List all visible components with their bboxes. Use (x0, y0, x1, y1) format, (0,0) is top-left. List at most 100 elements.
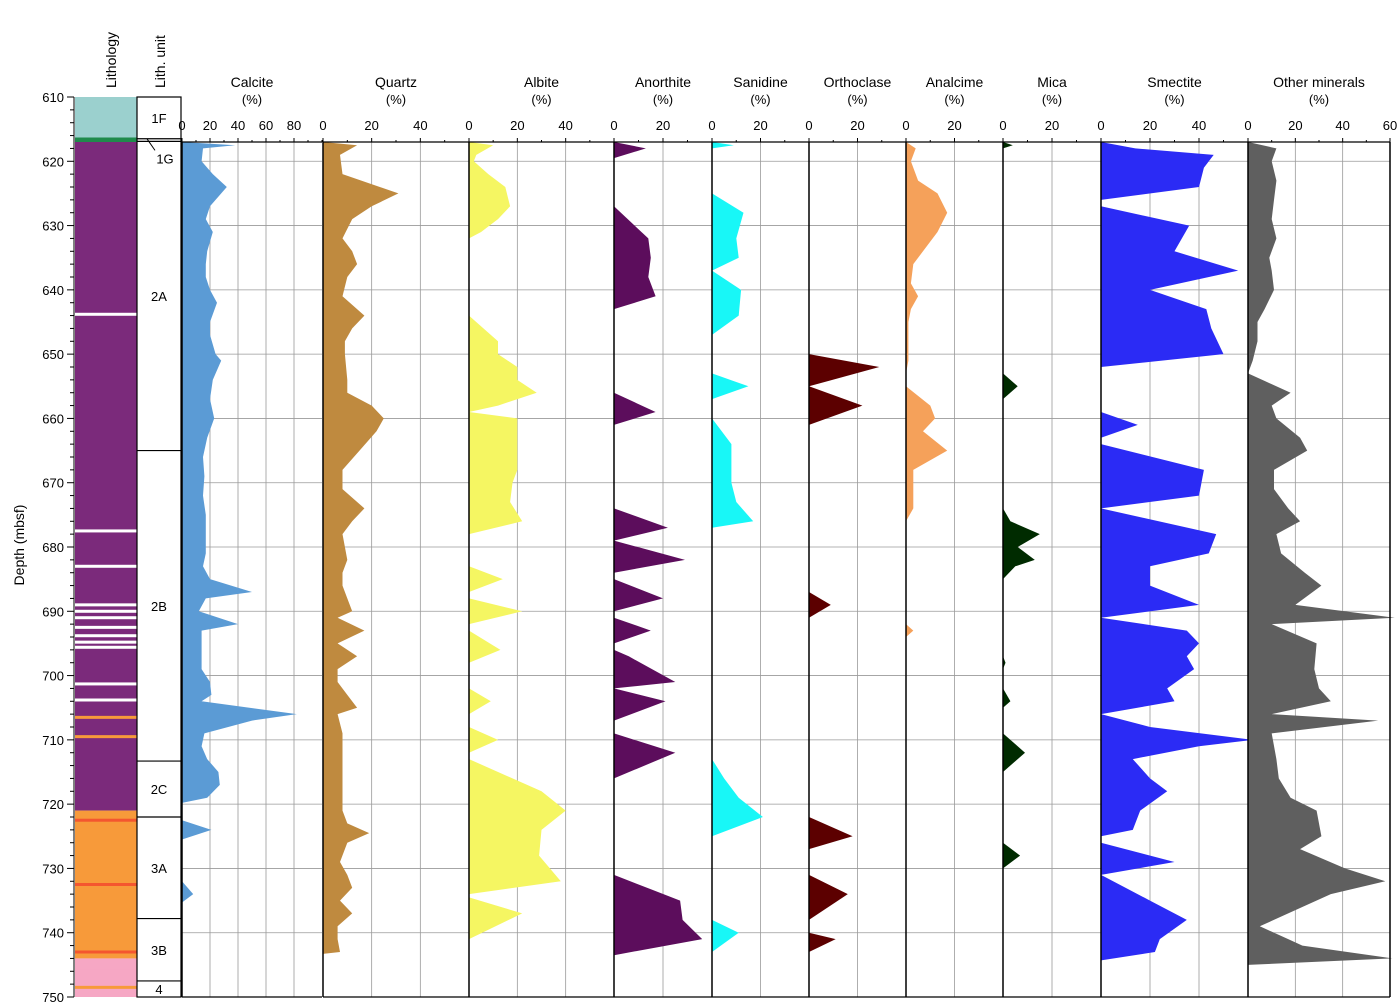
mineral-area-other-minerals (1248, 142, 1395, 965)
x-tick-label: 20 (947, 118, 961, 133)
series-title: Smectite (1147, 74, 1202, 90)
mineral-area-anorthite (614, 617, 651, 644)
series-title: Analcime (926, 74, 984, 90)
mineral-area-mica (1003, 508, 1040, 580)
lith-unit-label: 1F (151, 111, 166, 126)
series-unit: (%) (1042, 92, 1062, 107)
lith-unit-column: 1F 1G 2A 2B 2C 3A 3B 4 (136, 96, 182, 998)
lithology-line (75, 883, 137, 886)
series-title: Sanidine (733, 74, 788, 90)
lithology-column-header: Lithology (103, 32, 119, 88)
lithology-line (75, 625, 137, 629)
lithology-band (75, 97, 137, 138)
series-unit: (%) (847, 92, 867, 107)
x-tick-label: 20 (850, 118, 864, 133)
x-tick-label: 20 (510, 118, 524, 133)
series-title: Anorthite (635, 74, 691, 90)
mineral-area-anorthite (614, 392, 656, 425)
mineral-area-smectite (1101, 508, 1217, 618)
lith-unit-label: 2B (151, 599, 167, 614)
mineral-panel-anorthite: 0 20 Anorthite (%) (610, 74, 713, 998)
x-tick-label: 40 (413, 118, 427, 133)
depth-tick-label: 730 (42, 861, 64, 876)
depth-tick-label: 650 (42, 347, 64, 362)
mineral-area-orthoclase (809, 592, 831, 618)
depth-tick-label: 610 (42, 90, 64, 105)
mineral-area-smectite (1101, 714, 1253, 837)
series-unit: (%) (653, 92, 673, 107)
mineral-area-mica (1003, 733, 1025, 772)
series-title: Other minerals (1273, 74, 1365, 90)
mineral-area-sanidine (712, 919, 739, 952)
mineral-area-sanidine (712, 759, 763, 837)
mineral-area-anorthite (614, 206, 656, 310)
mineral-panel-smectite: 0 20 40 Smectite (%) (1097, 74, 1253, 998)
series-unit: (%) (944, 92, 964, 107)
mineral-area-quartz (323, 142, 399, 954)
series-unit: (%) (242, 92, 262, 107)
mineral-area-albite (469, 897, 523, 940)
x-tick-label: 0 (708, 118, 715, 133)
mineral-panel-analcime: 0 20 Analcime (%) (902, 74, 1004, 998)
mineral-area-smectite (1101, 874, 1187, 961)
lithology-line (75, 312, 137, 316)
lithology-line (75, 698, 137, 702)
lithology-line (75, 603, 137, 607)
series-title: Calcite (231, 74, 274, 90)
x-tick-label: 80 (287, 118, 301, 133)
x-tick-label: 60 (259, 118, 273, 133)
x-tick-label: 60 (1383, 118, 1397, 133)
x-tick-label: 20 (656, 118, 670, 133)
lithology-line (75, 529, 137, 533)
mineral-area-albite (469, 142, 511, 239)
depth-tick-label: 700 (42, 669, 64, 684)
lithology-band (75, 142, 137, 811)
series-title: Albite (524, 74, 559, 90)
mineral-area-smectite (1101, 617, 1199, 715)
mineral-area-analcime (906, 386, 948, 522)
series-title: Quartz (375, 74, 417, 90)
lith-unit-label: 2A (151, 289, 167, 304)
x-tick-label: 0 (1244, 118, 1251, 133)
mineral-area-anorthite (614, 874, 703, 956)
x-tick-label: 0 (178, 118, 185, 133)
lithology-line (75, 645, 137, 649)
mineral-area-anorthite (614, 649, 676, 689)
x-tick-label: 40 (1335, 118, 1349, 133)
mineral-area-albite (469, 630, 501, 663)
mineral-area-sanidine (712, 142, 734, 149)
lithology-band (75, 958, 137, 997)
x-tick-label: 40 (231, 118, 245, 133)
mineral-area-albite (469, 566, 503, 592)
depth-tick-label: 670 (42, 476, 64, 491)
depth-tick-label: 710 (42, 733, 64, 748)
series-unit: (%) (386, 92, 406, 107)
mineral-area-orthoclase (809, 932, 836, 952)
lithology-line (75, 715, 137, 719)
x-tick-label: 20 (1045, 118, 1059, 133)
mineral-area-sanidine (712, 373, 749, 400)
mineral-area-sanidine (712, 193, 744, 271)
mineral-panel-sanidine: 0 20 Sanidine (%) (708, 74, 810, 998)
lith-unit-header-label: Lith. unit (152, 35, 168, 88)
lithology-line (75, 634, 137, 638)
lithology-line (75, 818, 137, 822)
depth-tick-label: 620 (42, 154, 64, 169)
x-tick-label: 0 (319, 118, 326, 133)
lith-unit-frame (136, 96, 182, 998)
mineral-area-analcime (906, 142, 948, 374)
lithology-line (75, 640, 137, 644)
mineral-area-albite (469, 412, 523, 535)
lith-unit-leader (146, 138, 156, 151)
mineral-area-albite (469, 727, 498, 753)
mineral-area-anorthite (614, 579, 663, 612)
mineral-area-mica (1003, 142, 1013, 149)
series-unit: (%) (1164, 92, 1184, 107)
lithology-line (75, 735, 137, 739)
lith-unit-column-header: Lith. unit (152, 35, 168, 88)
mineral-area-orthoclase (809, 354, 880, 387)
mineral-area-smectite (1101, 842, 1175, 875)
x-tick-label: 20 (753, 118, 767, 133)
x-tick-label: 0 (902, 118, 909, 133)
mineral-area-calcite (182, 881, 194, 903)
